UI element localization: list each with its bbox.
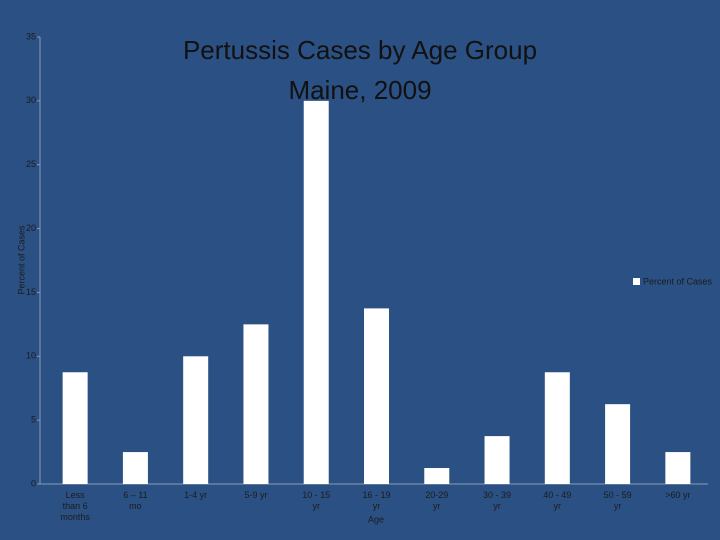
bar — [122, 452, 148, 484]
x-tick-label: 50 - 59 yr — [603, 490, 632, 511]
x-tick-label-box: 16 - 19 yr — [362, 490, 391, 511]
bar — [605, 404, 631, 484]
x-tick-label-box: 5-9 yr — [244, 490, 268, 500]
x-axis-label: Age — [368, 514, 384, 524]
bar — [484, 436, 510, 484]
x-tick-label-box: 10 - 15 yr — [302, 490, 331, 511]
x-tick-label-box: Less than 6 months — [60, 490, 90, 520]
legend-label: Percent of Cases — [643, 276, 713, 286]
x-tick-label: 40 - 49 yr — [543, 490, 572, 511]
x-tick-label-box: 6 – 11 mo — [123, 490, 148, 511]
bar — [243, 324, 269, 484]
x-tick-label: 6 – 11 mo — [123, 490, 148, 511]
x-tick-label: 10 - 15 yr — [302, 490, 331, 511]
y-tick-label: 10 — [26, 351, 36, 361]
x-tick-label: Less than 6 months — [60, 490, 90, 520]
chart-title: Maine, 2009 — [288, 75, 431, 105]
bar — [62, 372, 88, 484]
x-tick-label-box: 30 - 39 yr — [483, 490, 512, 511]
y-tick-label: 25 — [26, 159, 36, 169]
x-tick-label: 20-29 yr — [425, 490, 449, 511]
chart-title: Pertussis Cases by Age Group — [183, 35, 537, 65]
y-tick-label: 5 — [31, 415, 36, 425]
y-tick-label: 20 — [26, 223, 36, 233]
bar — [303, 100, 329, 484]
x-tick-label: 16 - 19 yr — [362, 490, 391, 511]
legend-swatch — [633, 278, 640, 285]
bar — [424, 468, 450, 484]
bar — [183, 356, 209, 484]
x-tick-label-box: 40 - 49 yr — [543, 490, 572, 511]
x-tick-label: 1-4 yr — [184, 490, 208, 500]
x-tick-label: >60 yr — [665, 490, 691, 500]
x-tick-label: 30 - 39 yr — [483, 490, 512, 511]
bar — [364, 308, 389, 484]
y-tick-label: 35 — [26, 31, 36, 41]
x-tick-label-box: 20-29 yr — [425, 490, 449, 511]
x-tick-label-box: 50 - 59 yr — [603, 490, 632, 511]
y-tick-label: 0 — [31, 478, 36, 488]
x-tick-label-box: 1-4 yr — [184, 490, 208, 500]
x-tick-label-box: >60 yr — [665, 490, 691, 500]
x-tick-label: 5-9 yr — [244, 490, 268, 500]
y-tick-label: 15 — [26, 287, 36, 297]
bar — [665, 452, 691, 484]
bar — [544, 372, 570, 484]
y-axis-label: Percent of Cases — [16, 225, 26, 295]
y-tick-label: 30 — [26, 95, 36, 105]
